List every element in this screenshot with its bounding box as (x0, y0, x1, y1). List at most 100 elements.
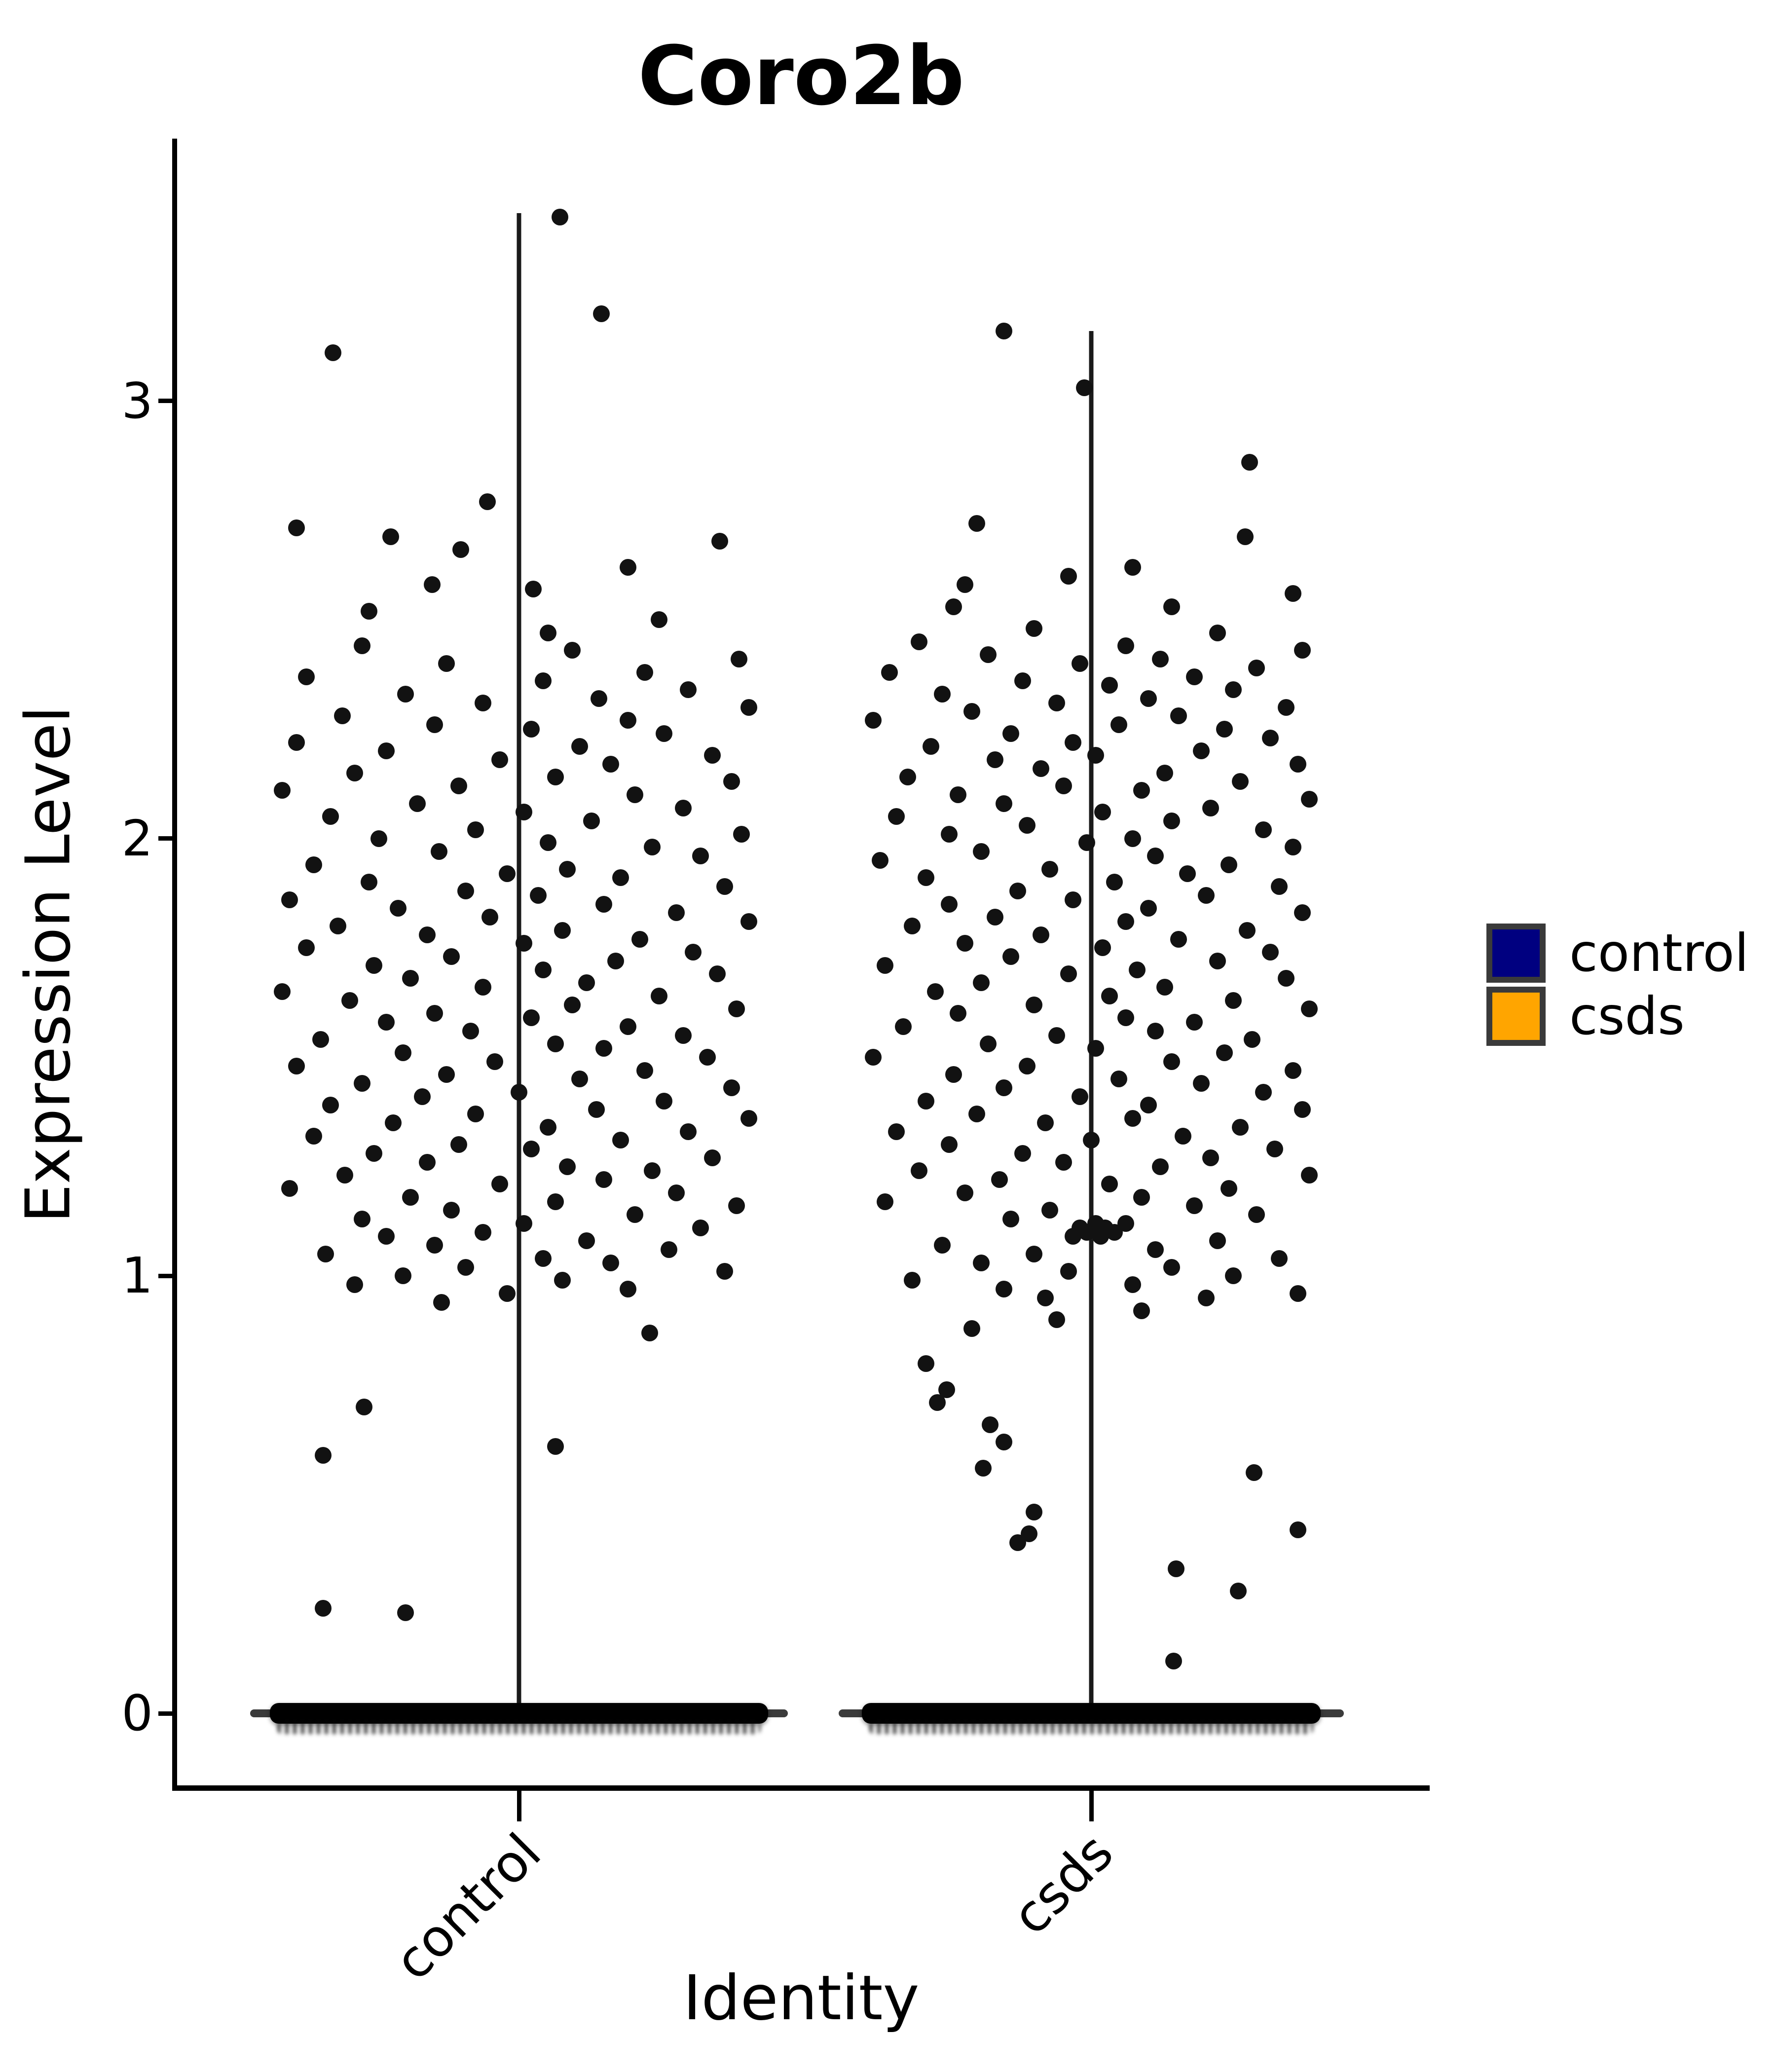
data-point (1002, 725, 1020, 742)
data-point (1124, 830, 1141, 847)
data-point (1285, 585, 1302, 602)
data-point (1246, 1464, 1263, 1481)
data-point (979, 1036, 997, 1053)
data-point (692, 1219, 709, 1236)
data-point (1087, 1040, 1105, 1057)
data-point (1002, 948, 1020, 965)
data-point (288, 734, 305, 751)
y-tick-mark (158, 1711, 172, 1716)
data-point (1124, 1276, 1141, 1294)
x-tick-mark (517, 1791, 521, 1821)
data-point (394, 1267, 411, 1285)
data-point (667, 1184, 685, 1201)
data-point (996, 323, 1013, 340)
data-point (1248, 1206, 1265, 1223)
x-axis-line (172, 1785, 1430, 1791)
y-tick-label: 3 (121, 371, 153, 430)
data-point (423, 576, 441, 593)
data-point (1186, 1014, 1203, 1031)
data-point (1055, 777, 1073, 795)
data-point (1225, 681, 1242, 699)
data-point (1241, 454, 1258, 471)
data-point (1271, 878, 1288, 895)
data-point (926, 983, 944, 1000)
data-point (457, 883, 475, 899)
data-point (972, 974, 990, 992)
x-tick-mark (1089, 1791, 1094, 1821)
data-point (865, 712, 882, 729)
data-point (522, 720, 540, 738)
data-point (397, 1604, 414, 1622)
data-point (612, 869, 629, 887)
data-point (288, 519, 305, 537)
data-point (273, 782, 291, 799)
data-point (535, 672, 552, 690)
data-point (968, 515, 985, 532)
data-point (377, 742, 395, 760)
data-point (1151, 1158, 1169, 1175)
data-point (651, 611, 668, 629)
data-point (525, 581, 542, 598)
data-point (643, 839, 661, 856)
data-point (592, 305, 610, 322)
data-point (1092, 1228, 1109, 1245)
data-point (1300, 1000, 1318, 1018)
data-point (957, 1184, 974, 1201)
data-point (305, 1127, 322, 1145)
data-point (1255, 821, 1272, 838)
data-point (426, 1237, 443, 1254)
data-point (595, 895, 612, 913)
data-point (972, 843, 990, 860)
data-point (708, 965, 726, 983)
y-tick-label: 1 (121, 1247, 153, 1305)
data-point (409, 795, 426, 812)
data-point (957, 935, 974, 952)
data-point (975, 1460, 992, 1477)
data-point (1225, 992, 1242, 1009)
data-point (641, 1324, 658, 1341)
data-point (1294, 642, 1311, 659)
data-point (433, 1294, 450, 1311)
data-point (911, 1162, 928, 1180)
data-point (547, 1438, 564, 1455)
data-point (590, 690, 607, 707)
data-point (1232, 1118, 1249, 1136)
data-point (563, 996, 581, 1013)
data-point (402, 970, 419, 987)
data-point (1278, 699, 1295, 716)
data-point (481, 909, 499, 926)
data-point (539, 624, 556, 641)
data-point (1106, 874, 1123, 891)
data-point (1285, 1062, 1302, 1079)
y-tick-mark (158, 836, 172, 841)
data-point (660, 1241, 677, 1258)
data-point (1261, 729, 1279, 746)
zero-expression-band-csds (862, 1703, 1321, 1724)
data-point (559, 860, 576, 878)
data-point (1110, 716, 1127, 734)
data-point (733, 825, 750, 843)
data-point (467, 1106, 484, 1123)
data-point (1243, 1031, 1260, 1048)
data-point (281, 891, 298, 908)
data-point (963, 703, 981, 720)
data-point (957, 576, 974, 593)
data-point (515, 1215, 532, 1232)
legend-item-csds: csds (1486, 987, 1749, 1046)
data-point (986, 751, 1003, 768)
data-point (1202, 1149, 1219, 1166)
data-point (431, 843, 448, 860)
data-point (491, 1176, 508, 1193)
data-point (1216, 1044, 1233, 1062)
data-point (945, 598, 962, 615)
data-point (1014, 1145, 1031, 1162)
data-point (1071, 1088, 1088, 1105)
data-point (595, 1171, 612, 1188)
data-point (728, 1000, 745, 1018)
data-point (356, 1399, 373, 1416)
legend-swatch-control (1486, 924, 1546, 983)
data-point (1163, 598, 1180, 615)
data-point (1147, 1022, 1164, 1039)
data-point (511, 1083, 527, 1101)
data-point (627, 1206, 644, 1223)
